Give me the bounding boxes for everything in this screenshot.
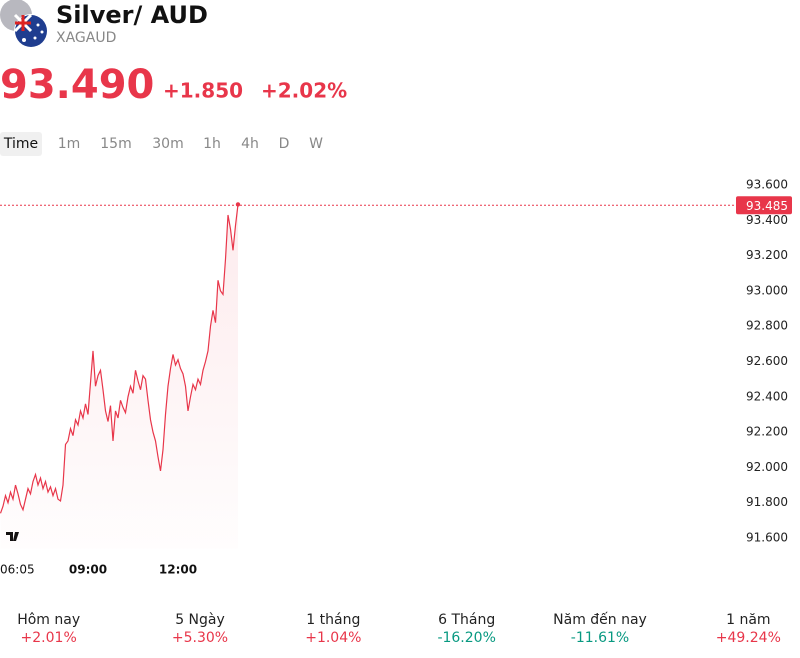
performance-label: Năm đến nay: [553, 611, 647, 628]
y-tick-label: 92.200: [746, 425, 788, 439]
price: 93.490: [0, 62, 154, 108]
y-tick-label: 93.200: [746, 248, 788, 262]
logo: [0, 0, 48, 48]
x-tick-label: 09:00: [69, 563, 107, 577]
last-price-label: 93.485: [746, 199, 788, 213]
timeframe-tab[interactable]: Time: [3, 136, 38, 152]
timeframe-tab[interactable]: 1h: [203, 136, 221, 152]
timeframe-tab[interactable]: 1m: [58, 136, 81, 152]
symbol: XAGAUD: [56, 30, 116, 46]
title: Silver/ AUD: [56, 1, 208, 29]
performance-value: +1.04%: [305, 630, 361, 646]
timeframe-tab[interactable]: D: [279, 136, 290, 152]
performance-label: 6 Tháng: [438, 612, 495, 628]
x-tick-label: 06:05: [0, 563, 35, 577]
performance-value: -11.61%: [571, 630, 629, 646]
change: +1.850: [163, 79, 243, 103]
timeframe-tab[interactable]: 30m: [152, 136, 183, 152]
performance-label: 5 Ngày: [175, 612, 225, 628]
y-tick-label: 92.800: [746, 319, 788, 333]
performance-label: 1 năm: [726, 612, 770, 628]
x-tick-label: 12:00: [159, 563, 197, 577]
y-tick-label: 92.000: [746, 460, 788, 474]
performance-label: Hôm nay: [17, 612, 80, 628]
y-tick-label: 92.600: [746, 354, 788, 368]
y-tick-label: 93.400: [746, 213, 788, 227]
y-tick-label: 91.800: [746, 495, 788, 509]
last-price-box: [736, 196, 792, 215]
performance-value: +49.24%: [716, 630, 781, 646]
timeframe-tab[interactable]: 4h: [241, 136, 259, 152]
tab-selected-bg: [0, 132, 42, 156]
performance-value: -16.20%: [437, 630, 495, 646]
price-line: [0, 204, 239, 514]
performance-value: +2.01%: [21, 630, 77, 646]
y-tick-label: 91.600: [746, 531, 788, 545]
performance-label: 1 tháng: [306, 612, 360, 628]
timeframe-tab[interactable]: 15m: [100, 136, 131, 152]
y-tick-label: 93.000: [746, 283, 788, 297]
performance-value: +5.30%: [172, 630, 228, 646]
y-tick-label: 93.600: [746, 177, 788, 191]
last-point: [235, 202, 241, 207]
timeframe-tab[interactable]: W: [309, 136, 323, 152]
y-tick-label: 92.400: [746, 389, 788, 403]
area: [0, 204, 238, 549]
change-percent: +2.02%: [261, 79, 347, 103]
